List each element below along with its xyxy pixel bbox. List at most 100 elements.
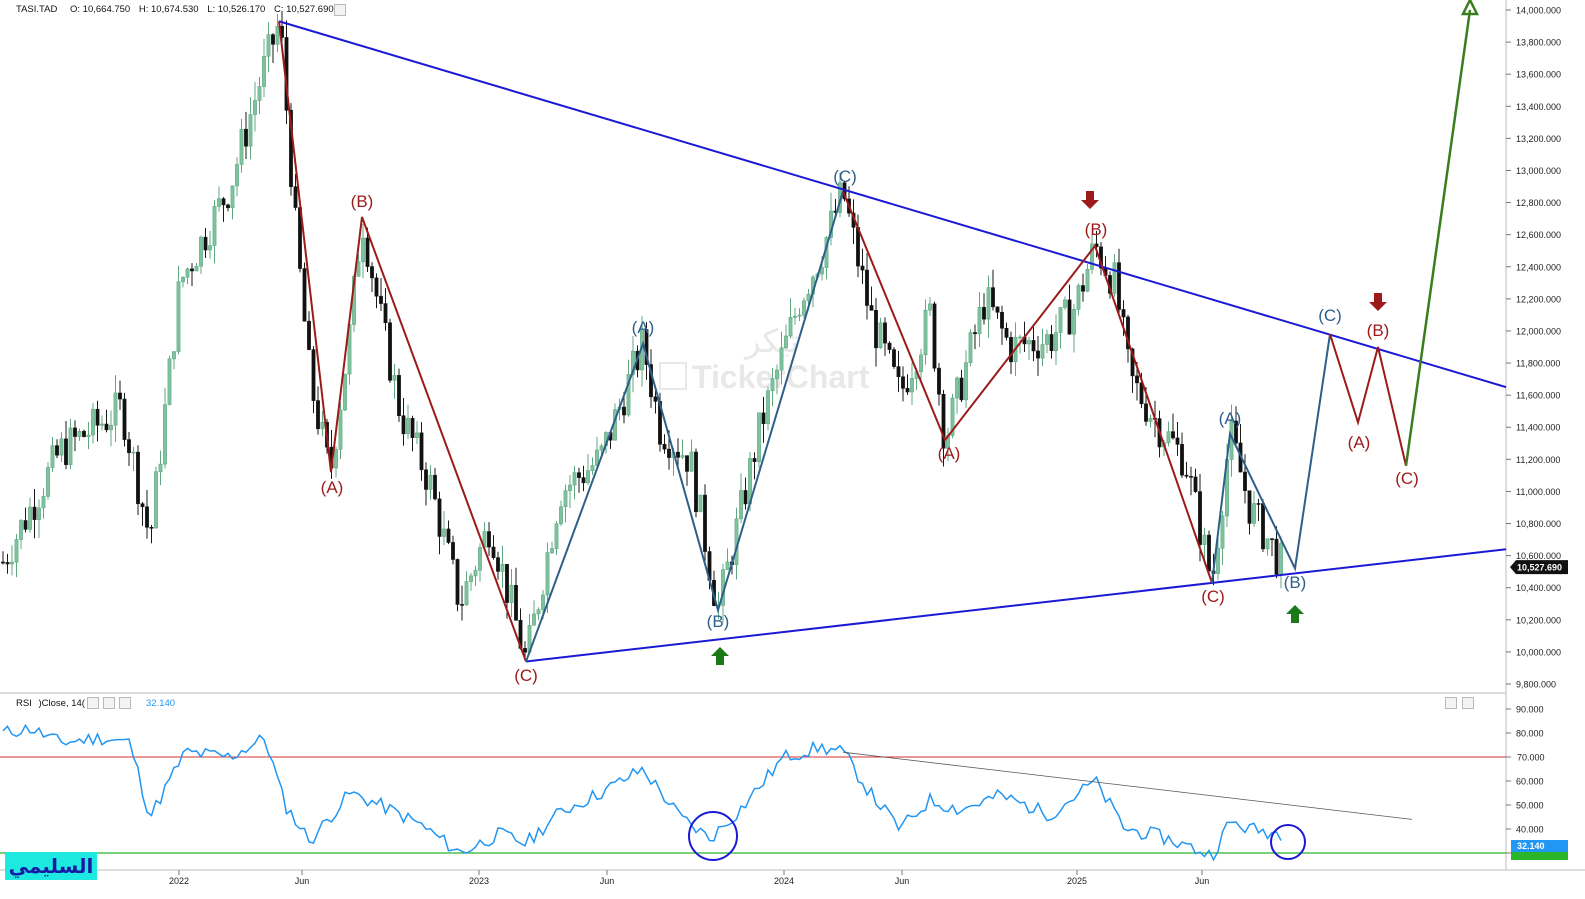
high-label: H: bbox=[138, 4, 149, 15]
candle-body bbox=[509, 585, 514, 603]
candle-body bbox=[365, 237, 370, 267]
candle-body bbox=[685, 455, 689, 472]
candle-body bbox=[1220, 515, 1225, 549]
candle-body bbox=[572, 472, 577, 486]
close-label: C: bbox=[273, 4, 284, 15]
price-tick-label: 13,800.000 bbox=[1516, 38, 1561, 48]
candle-body bbox=[739, 490, 743, 520]
candle-body bbox=[1063, 299, 1067, 308]
wave-path-red-1 bbox=[278, 21, 527, 662]
candle-body bbox=[694, 451, 698, 513]
candle-body bbox=[118, 392, 122, 400]
gear-icon[interactable] bbox=[103, 697, 115, 709]
price-tick-label: 10,200.000 bbox=[1516, 615, 1561, 625]
header-menu-button[interactable] bbox=[334, 4, 346, 16]
wave-label: (A) bbox=[632, 318, 655, 337]
price-tick-label: 11,400.000 bbox=[1516, 423, 1560, 433]
price-tick-label: 12,000.000 bbox=[1516, 326, 1561, 336]
open-label: O: bbox=[70, 4, 81, 15]
candle-body bbox=[1184, 474, 1189, 477]
candle-body bbox=[550, 548, 554, 553]
candle-body bbox=[451, 542, 455, 560]
candle-body bbox=[109, 424, 113, 431]
candle-body bbox=[1189, 475, 1193, 478]
candle-body bbox=[356, 261, 361, 277]
target-arrowhead bbox=[1460, 0, 1480, 16]
rsi-tick-label: 40.000 bbox=[1516, 825, 1544, 835]
close-panel-button[interactable] bbox=[1462, 697, 1474, 709]
candle-body bbox=[869, 305, 874, 311]
candle-body bbox=[19, 520, 23, 540]
wave-labels: (B) (A) (C) (A) (B) (C) (A) (B) (C) (A) (B) (C) (A) (… bbox=[321, 167, 1419, 685]
candle-body bbox=[1040, 344, 1045, 359]
wave-label: (C) bbox=[514, 666, 538, 685]
candle-body bbox=[982, 306, 986, 320]
price-tick-label: 11,600.000 bbox=[1516, 391, 1560, 401]
rsi-params: )Close, 14( bbox=[38, 698, 85, 709]
candle-body bbox=[874, 310, 878, 349]
candle-body bbox=[1243, 471, 1247, 492]
price-tick-label: 13,600.000 bbox=[1516, 70, 1561, 80]
candle-body bbox=[784, 335, 788, 349]
candle-body bbox=[991, 287, 995, 308]
price-tick-label: 11,200.000 bbox=[1516, 455, 1560, 465]
axis-tags: 10,527.690 70.000 32.140 bbox=[1510, 560, 1568, 860]
wave-label: (C) bbox=[833, 167, 857, 186]
candle-body bbox=[1216, 547, 1220, 574]
wave-path-blue-2 bbox=[1211, 334, 1331, 584]
candle-body bbox=[37, 507, 41, 520]
candle-body bbox=[793, 315, 797, 318]
candle-body bbox=[361, 237, 365, 263]
candle-body bbox=[289, 109, 293, 187]
candle-body bbox=[586, 470, 590, 484]
candle-body bbox=[928, 303, 932, 311]
candle-body bbox=[1054, 332, 1058, 352]
rsi-axis: 90.00080.00070.00060.00050.00040.00030.0… bbox=[1506, 705, 1544, 859]
wave-label: (C) bbox=[1201, 587, 1225, 606]
wave-path-red-2 bbox=[842, 190, 1213, 584]
candle-body bbox=[496, 557, 500, 572]
watermark: تيكر TickerChart bbox=[659, 322, 870, 395]
rsi-label: RSI bbox=[16, 698, 32, 709]
candle-body bbox=[113, 392, 118, 426]
author-logo: السليمي bbox=[5, 852, 97, 880]
candle-body bbox=[23, 520, 28, 530]
maximize-panel-button[interactable] bbox=[1445, 697, 1457, 709]
rsi-series bbox=[0, 723, 1506, 862]
candle-body bbox=[505, 564, 509, 603]
price-tick-label: 11,000.000 bbox=[1516, 487, 1560, 497]
wave-path-blue-1 bbox=[525, 191, 844, 662]
price-tick-label: 10,800.000 bbox=[1516, 519, 1561, 529]
candle-body bbox=[140, 503, 145, 508]
candle-body bbox=[1009, 337, 1013, 363]
candle-body bbox=[311, 349, 316, 401]
time-tick-label: Jun bbox=[600, 876, 615, 886]
candle-body bbox=[887, 342, 892, 350]
candle-body bbox=[1031, 340, 1036, 352]
candle-body bbox=[86, 434, 91, 437]
candle-body bbox=[901, 376, 905, 389]
candle-body bbox=[545, 552, 550, 596]
candle-body bbox=[1049, 334, 1054, 352]
close-icon[interactable] bbox=[119, 697, 131, 709]
candle-body bbox=[262, 56, 266, 87]
candle-body bbox=[1261, 503, 1265, 550]
candle-body bbox=[1135, 375, 1139, 384]
candle-body bbox=[401, 415, 406, 435]
candle-body bbox=[208, 245, 212, 251]
candle-body bbox=[266, 34, 271, 57]
candle-body bbox=[469, 575, 473, 582]
rsi-visibility-icon[interactable] bbox=[87, 697, 99, 709]
rsi-highlight-circle bbox=[1270, 824, 1306, 860]
candle-body bbox=[46, 467, 50, 497]
candle-body bbox=[271, 34, 275, 45]
candle-body bbox=[194, 265, 199, 272]
wave-path-red-3 bbox=[1329, 333, 1407, 466]
candle-body bbox=[1121, 309, 1126, 318]
rsi-tick-label: 90.000 bbox=[1516, 705, 1544, 715]
candle-body bbox=[257, 86, 262, 101]
rsi-divergence-line bbox=[842, 751, 1413, 820]
candle-body bbox=[1270, 538, 1274, 541]
candle-body bbox=[248, 114, 253, 147]
candle-body bbox=[1234, 420, 1238, 444]
